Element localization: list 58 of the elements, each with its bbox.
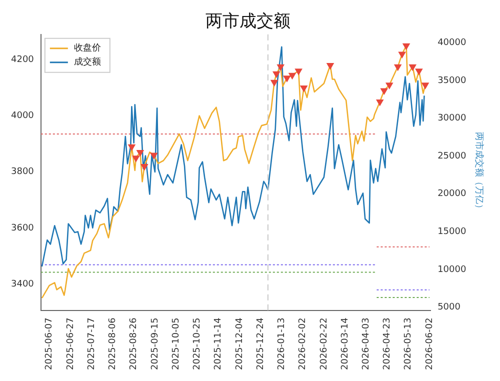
x-tick-label: 2026-02-02 bbox=[298, 318, 308, 370]
point bbox=[300, 85, 308, 92]
x-tick-label: 2025-08-26 bbox=[129, 317, 140, 370]
point bbox=[402, 43, 410, 50]
legend-label: 收盘价 bbox=[74, 42, 101, 54]
y2-tick-label: 5000 bbox=[438, 302, 461, 313]
point bbox=[422, 82, 429, 89]
x-tick-label: 2025-12-04 bbox=[234, 317, 245, 370]
y-tick-label: 4000 bbox=[11, 111, 34, 122]
y2-tick-label: 35000 bbox=[438, 76, 466, 86]
y-tick-label: 3600 bbox=[11, 223, 34, 234]
x-tick-label: 2025-08-06 bbox=[108, 317, 118, 370]
x-tick-label: 2025-09-15 bbox=[150, 318, 160, 370]
point bbox=[136, 150, 144, 156]
point bbox=[270, 80, 278, 86]
y2-tick-label: 10000 bbox=[438, 264, 466, 275]
y2-tick-label: 20000 bbox=[438, 189, 466, 200]
y2-tick-label: 30000 bbox=[438, 114, 466, 124]
point bbox=[128, 144, 136, 151]
point bbox=[295, 68, 302, 75]
x-tick-label: 2026-03-14 bbox=[340, 317, 350, 370]
y2-tick-label: 40000 bbox=[438, 38, 466, 48]
y-tick-label: 3800 bbox=[11, 167, 34, 178]
point bbox=[376, 99, 384, 106]
x-tick-label: 2026-04-23 bbox=[382, 318, 393, 370]
point bbox=[386, 82, 393, 89]
y-tick-label: 4200 bbox=[11, 54, 34, 65]
y2-tick-label: 25000 bbox=[438, 151, 466, 162]
point bbox=[283, 76, 290, 82]
point bbox=[277, 64, 284, 71]
x-tick-label: 2025-10-25 bbox=[192, 318, 203, 370]
x-tick-label: 2025-06-27 bbox=[66, 318, 76, 370]
y2-axis-title: 两市成交额（万亿） bbox=[473, 132, 484, 214]
x-tick-label: 2026-02-22 bbox=[319, 318, 330, 370]
point bbox=[409, 64, 416, 71]
point bbox=[394, 64, 402, 71]
point bbox=[272, 71, 280, 78]
point bbox=[380, 88, 388, 94]
point bbox=[288, 72, 296, 80]
y-tick-label: 3400 bbox=[11, 279, 34, 290]
y2-tick-label: 15000 bbox=[438, 227, 466, 238]
x-tick-label: 2025-11-14 bbox=[214, 317, 224, 370]
x-tick-label: 2026-04-03 bbox=[361, 318, 372, 370]
point bbox=[398, 52, 406, 58]
x-tick-label: 2025-07-17 bbox=[86, 318, 97, 370]
x-tick-label: 2026-06-02 bbox=[424, 318, 435, 370]
point bbox=[132, 156, 140, 162]
x-tick-label: 2026-01-13 bbox=[277, 318, 288, 370]
point bbox=[150, 152, 158, 160]
x-tick-label: 2025-10-05 bbox=[171, 318, 182, 370]
point bbox=[140, 164, 148, 170]
point bbox=[415, 68, 422, 75]
point bbox=[326, 63, 334, 70]
x-tick-label: 2025-06-07 bbox=[44, 318, 55, 370]
legend-label: 成交额 bbox=[74, 56, 101, 68]
x-tick-label: 2026-05-13 bbox=[404, 318, 414, 370]
x-tick-label: 2025-12-24 bbox=[256, 317, 266, 370]
chart-title: 两市成交额 bbox=[206, 12, 290, 32]
